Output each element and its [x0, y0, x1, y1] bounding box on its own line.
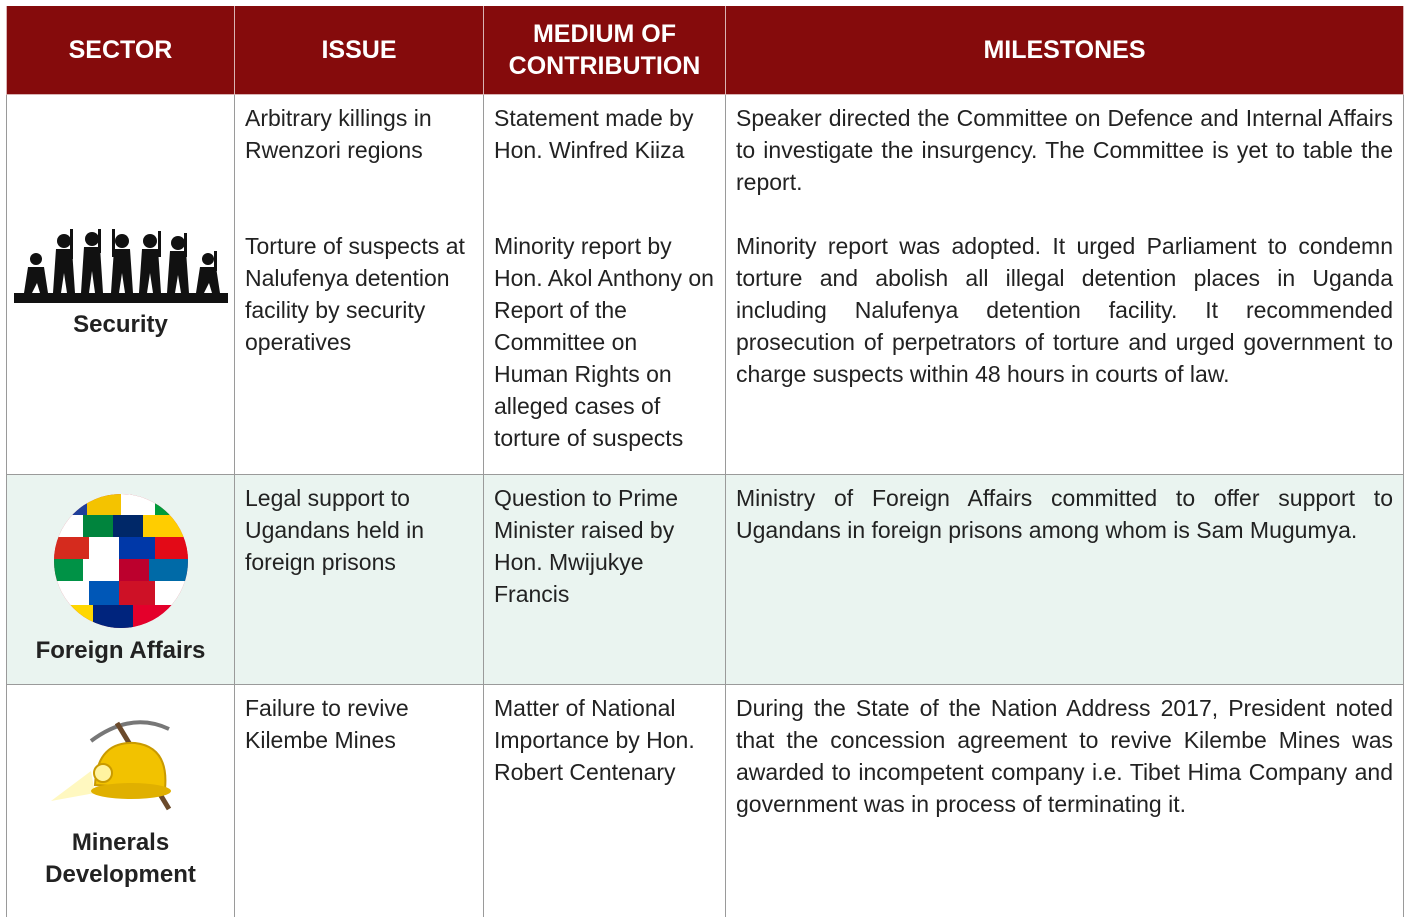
medium-cell: Matter of National Importance by Hon. Ro… — [483, 684, 726, 917]
issue-cell: Torture of suspects at Nalufenya detenti… — [234, 222, 484, 475]
table-row: Security Arbitrary killings in Rwenzori … — [6, 94, 1404, 475]
sector-label: Security — [73, 310, 168, 338]
header-cell: MILESTONES — [725, 6, 1404, 95]
issue-cell: Failure to revive Kilembe Mines — [234, 684, 484, 917]
header-cell: ISSUE — [234, 6, 484, 95]
sector-label: Minerals Development — [45, 828, 196, 888]
soldiers-icon — [13, 228, 228, 303]
contribution-table: SECTOR ISSUE MEDIUM OF CONTRIBUTION MILE… — [6, 6, 1404, 917]
sector-label: Foreign Affairs — [35, 636, 206, 664]
header-cell: SECTOR — [6, 6, 235, 95]
table-row: Minerals Development Failure to revive K… — [6, 684, 1404, 917]
sector-cell: Foreign Affairs — [6, 474, 235, 685]
medium-cell: Question to Prime Minister raised by Hon… — [483, 474, 726, 685]
mining-icon — [50, 720, 171, 811]
milestone-cell: Minority report was adopted. It urged Pa… — [725, 222, 1404, 475]
table-row: Torture of suspects at Nalufenya detenti… — [7, 222, 1404, 475]
sector-cell: Security — [6, 94, 235, 475]
milestone-cell: Ministry of Foreign Affairs committed to… — [725, 474, 1404, 685]
globe-icon — [53, 493, 188, 628]
header-cell: MEDIUM OF CONTRIBUTION — [483, 6, 726, 95]
sector-cell: Minerals Development — [6, 684, 235, 917]
table-row: Foreign Affairs Legal support to Ugandan… — [6, 474, 1404, 685]
issue-cell: Legal support to Ugandans held in foreig… — [234, 474, 484, 685]
milestone-cell: Speaker directed the Committee on Defenc… — [725, 94, 1404, 223]
issue-cell: Arbitrary killings in Rwenzori regions — [234, 94, 484, 223]
medium-cell: Statement made by Hon. Winfred Kiiza — [483, 94, 726, 223]
header-row: SECTOR ISSUE MEDIUM OF CONTRIBUTION MILE… — [6, 6, 1404, 95]
milestone-cell: During the State of the Nation Address 2… — [725, 684, 1404, 917]
medium-cell: Minority report by Hon. Akol Anthony on … — [483, 222, 726, 475]
